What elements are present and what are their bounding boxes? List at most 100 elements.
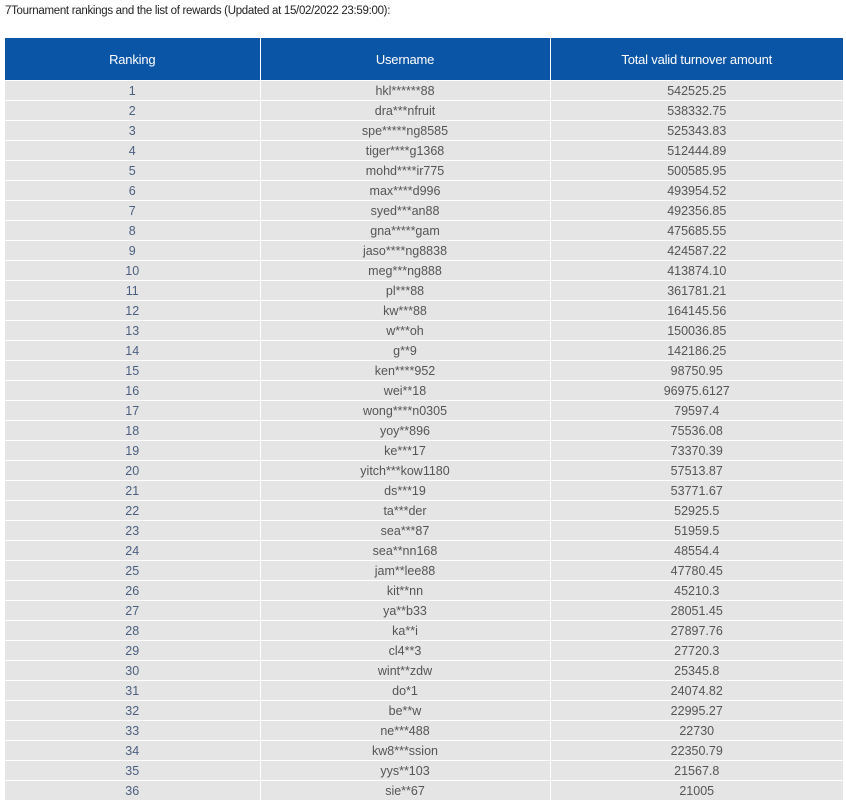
cell-ranking: 6 (5, 181, 260, 201)
cell-turnover: 512444.89 (550, 141, 843, 161)
cell-turnover: 22730 (550, 721, 843, 741)
cell-turnover: 150036.85 (550, 321, 843, 341)
cell-turnover: 413874.10 (550, 261, 843, 281)
cell-turnover: 538332.75 (550, 101, 843, 121)
cell-ranking: 27 (5, 601, 260, 621)
cell-turnover: 475685.55 (550, 221, 843, 241)
cell-ranking: 24 (5, 541, 260, 561)
cell-turnover: 47780.45 (550, 561, 843, 581)
cell-ranking: 17 (5, 401, 260, 421)
cell-username: meg***ng888 (260, 261, 550, 281)
cell-ranking: 9 (5, 241, 260, 261)
cell-ranking: 3 (5, 121, 260, 141)
header-turnover: Total valid turnover amount (550, 38, 843, 81)
cell-turnover: 24074.82 (550, 681, 843, 701)
cell-username: ke***17 (260, 441, 550, 461)
cell-turnover: 493954.52 (550, 181, 843, 201)
cell-turnover: 164145.56 (550, 301, 843, 321)
cell-username: g**9 (260, 341, 550, 361)
cell-ranking: 22 (5, 501, 260, 521)
cell-ranking: 10 (5, 261, 260, 281)
cell-username: yoy**896 (260, 421, 550, 441)
cell-ranking: 5 (5, 161, 260, 181)
cell-username: syed***an88 (260, 201, 550, 221)
cell-ranking: 34 (5, 741, 260, 761)
cell-username: ken****952 (260, 361, 550, 381)
cell-turnover: 45210.3 (550, 581, 843, 601)
cell-turnover: 22995.27 (550, 701, 843, 721)
cell-username: ds***19 (260, 481, 550, 501)
cell-turnover: 73370.39 (550, 441, 843, 461)
cell-turnover: 142186.25 (550, 341, 843, 361)
cell-turnover: 57513.87 (550, 461, 843, 481)
cell-turnover: 51959.5 (550, 521, 843, 541)
cell-ranking: 31 (5, 681, 260, 701)
cell-username: do*1 (260, 681, 550, 701)
cell-turnover: 21567.8 (550, 761, 843, 781)
cell-username: wong****n0305 (260, 401, 550, 421)
cell-username: jaso****ng8838 (260, 241, 550, 261)
cell-ranking: 26 (5, 581, 260, 601)
cell-ranking: 29 (5, 641, 260, 661)
cell-ranking: 28 (5, 621, 260, 641)
cell-username: ka**i (260, 621, 550, 641)
cell-username: wei**18 (260, 381, 550, 401)
cell-ranking: 8 (5, 221, 260, 241)
cell-turnover: 53771.67 (550, 481, 843, 501)
cell-ranking: 4 (5, 141, 260, 161)
cell-ranking: 12 (5, 301, 260, 321)
cell-username: w***oh (260, 321, 550, 341)
cell-ranking: 25 (5, 561, 260, 581)
cell-username: dra***nfruit (260, 101, 550, 121)
cell-username: tiger****g1368 (260, 141, 550, 161)
cell-username: kw***88 (260, 301, 550, 321)
rankings-table: Ranking Username Total valid turnover am… (5, 38, 843, 800)
cell-ranking: 11 (5, 281, 260, 301)
cell-username: kit**nn (260, 581, 550, 601)
cell-turnover: 25345.8 (550, 661, 843, 681)
cell-turnover: 98750.95 (550, 361, 843, 381)
cell-username: hkl******88 (260, 81, 550, 101)
cell-username: mohd****ir775 (260, 161, 550, 181)
cell-username: jam**lee88 (260, 561, 550, 581)
cell-ranking: 1 (5, 81, 260, 101)
cell-username: sie**67 (260, 781, 550, 800)
cell-ranking: 16 (5, 381, 260, 401)
cell-username: ya**b33 (260, 601, 550, 621)
cell-ranking: 35 (5, 761, 260, 781)
cell-username: be**w (260, 701, 550, 721)
page-title: 7Tournament rankings and the list of rew… (5, 5, 390, 17)
cell-ranking: 23 (5, 521, 260, 541)
cell-turnover: 48554.4 (550, 541, 843, 561)
cell-turnover: 28051.45 (550, 601, 843, 621)
cell-username: yitch***kow1180 (260, 461, 550, 481)
cell-turnover: 361781.21 (550, 281, 843, 301)
cell-ranking: 13 (5, 321, 260, 341)
